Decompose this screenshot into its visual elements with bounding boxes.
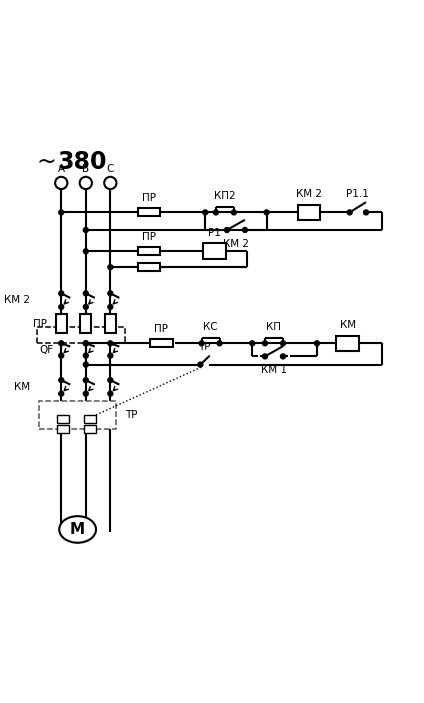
Circle shape: [108, 353, 113, 358]
Bar: [138, 247, 160, 255]
Circle shape: [59, 341, 64, 346]
Text: ~: ~: [37, 150, 56, 174]
Text: 380: 380: [57, 150, 107, 174]
Text: КМ: КМ: [340, 321, 356, 330]
Circle shape: [262, 341, 268, 346]
Bar: [84, 415, 96, 423]
Circle shape: [243, 228, 247, 233]
Bar: [37, 327, 125, 343]
Ellipse shape: [59, 516, 96, 543]
Circle shape: [264, 210, 269, 215]
Circle shape: [217, 341, 222, 346]
Bar: [138, 263, 160, 271]
Text: C: C: [107, 164, 114, 174]
Circle shape: [213, 210, 218, 215]
Circle shape: [363, 210, 368, 215]
Circle shape: [84, 341, 88, 346]
Bar: [298, 205, 320, 220]
Circle shape: [108, 304, 113, 309]
Circle shape: [108, 341, 113, 346]
Bar: [57, 425, 70, 433]
Text: КМ 2: КМ 2: [4, 295, 30, 305]
Bar: [56, 314, 67, 333]
Circle shape: [84, 228, 88, 233]
Circle shape: [84, 391, 88, 396]
Circle shape: [108, 291, 113, 296]
Bar: [138, 208, 160, 217]
Circle shape: [84, 353, 88, 358]
Circle shape: [59, 304, 64, 309]
Text: М: М: [70, 522, 85, 537]
Bar: [336, 335, 359, 351]
Text: КМ: КМ: [14, 382, 30, 392]
Circle shape: [315, 341, 319, 346]
Circle shape: [84, 249, 88, 254]
Text: ПР: ПР: [142, 232, 156, 242]
Circle shape: [199, 341, 204, 346]
Circle shape: [59, 210, 64, 215]
Text: ПР: ПР: [154, 324, 168, 334]
Bar: [84, 425, 96, 433]
Text: B: B: [82, 164, 89, 174]
Text: КС: КС: [203, 322, 218, 333]
Circle shape: [108, 265, 113, 270]
Text: ПР: ПР: [142, 193, 156, 203]
Text: КМ 2: КМ 2: [223, 239, 249, 249]
Circle shape: [262, 354, 268, 359]
Text: A: A: [58, 164, 65, 174]
Circle shape: [224, 228, 229, 233]
Text: ТР: ТР: [125, 410, 137, 420]
Circle shape: [84, 291, 88, 296]
Circle shape: [198, 362, 203, 367]
Circle shape: [84, 304, 88, 309]
Text: Р1: Р1: [208, 228, 221, 238]
Bar: [204, 243, 226, 259]
Circle shape: [84, 378, 88, 382]
Circle shape: [59, 391, 64, 396]
Text: ПР: ПР: [142, 248, 156, 258]
Circle shape: [59, 353, 64, 358]
Bar: [105, 314, 116, 333]
Circle shape: [108, 391, 113, 396]
Circle shape: [232, 210, 236, 215]
Text: КМ 1: КМ 1: [261, 366, 287, 375]
Circle shape: [84, 362, 88, 367]
Circle shape: [108, 378, 113, 382]
Text: КМ 2: КМ 2: [296, 189, 322, 200]
Text: QF: QF: [39, 345, 54, 355]
Circle shape: [250, 341, 255, 346]
Text: КП: КП: [267, 322, 282, 333]
Text: Р1.1: Р1.1: [346, 189, 369, 199]
Text: КП2: КП2: [214, 191, 236, 201]
Bar: [57, 415, 70, 423]
Circle shape: [281, 354, 285, 359]
Text: ПР: ПР: [33, 318, 47, 329]
Text: ТР: ТР: [198, 342, 211, 352]
Circle shape: [59, 378, 64, 382]
Circle shape: [347, 210, 352, 215]
Circle shape: [203, 210, 208, 215]
Bar: [39, 401, 117, 430]
Circle shape: [59, 291, 64, 296]
Bar: [150, 340, 173, 347]
Bar: [81, 314, 91, 333]
Circle shape: [281, 341, 285, 346]
Circle shape: [84, 341, 88, 346]
